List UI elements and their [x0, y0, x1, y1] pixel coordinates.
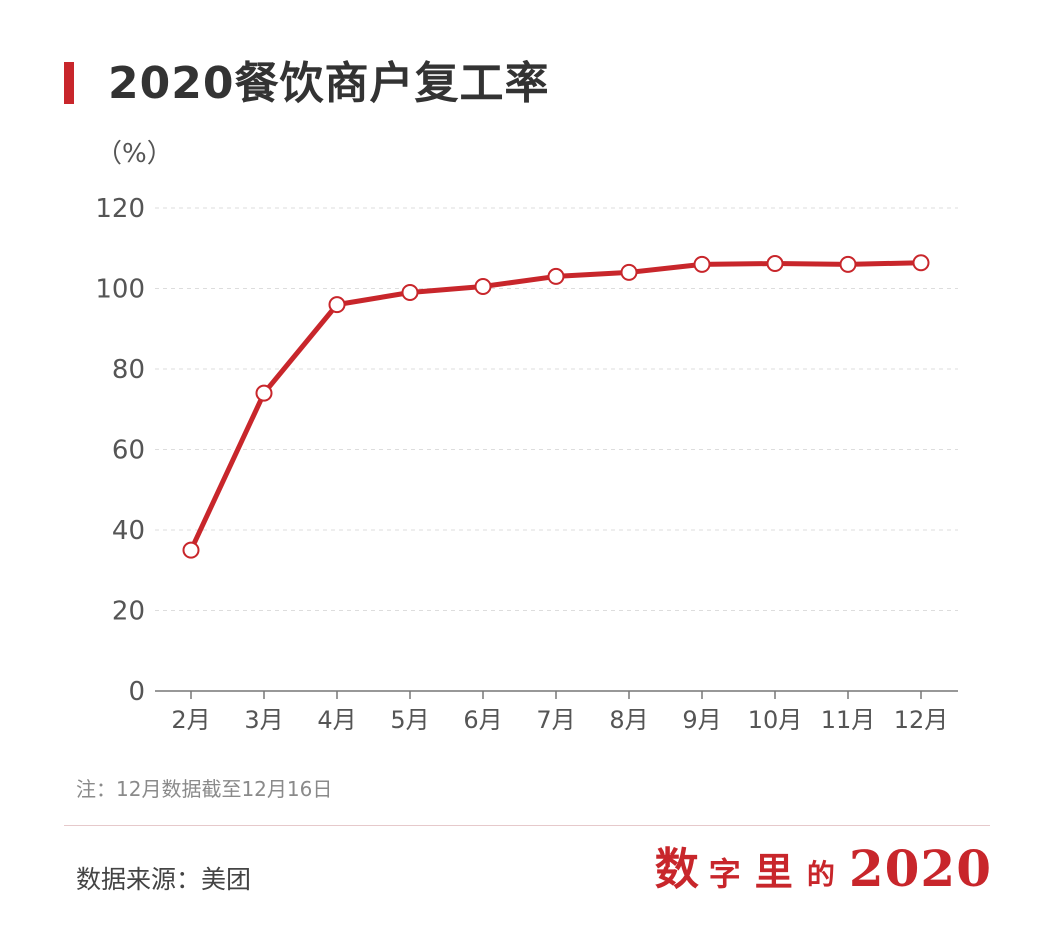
data-point — [328, 296, 346, 314]
page-title: 2020餐饮商户复工率 — [108, 58, 550, 109]
x-tick-label: 11月 — [821, 706, 876, 734]
x-tick-labels: 2月 3月 4月 5月 6月 7月 8月 9月 10月 11月 12月 — [171, 706, 948, 734]
y-tick-label: 0 — [128, 677, 145, 707]
x-tick-label: 8月 — [609, 706, 648, 734]
y-tick-label: 20 — [112, 597, 145, 627]
data-point — [912, 254, 930, 272]
x-tick-label: 9月 — [682, 706, 721, 734]
x-tick-label: 4月 — [317, 706, 356, 734]
y-axis-unit-label: （%） — [96, 139, 173, 169]
line-chart: 0 20 40 60 80 100 120 2月 3月 4月 5月 6月 7月 8月 9月 10月 11月 12… — [95, 194, 958, 734]
y-tick-label: 80 — [112, 355, 145, 385]
brand-logo: 数 字 里 的 2020 — [655, 838, 992, 900]
data-point — [693, 255, 711, 273]
title-accent-bar — [64, 62, 74, 104]
brand-char-3: 里 — [754, 849, 793, 894]
data-point — [547, 267, 565, 285]
data-point — [766, 255, 784, 273]
data-points — [182, 254, 930, 559]
brand-char-4: 的 — [806, 858, 835, 891]
grid-lines — [155, 207, 958, 611]
data-point — [401, 284, 419, 302]
footnote: 注：12月数据截至12月16日 — [76, 777, 333, 801]
data-point — [839, 255, 857, 273]
x-tick-label: 10月 — [748, 706, 803, 734]
x-tick-label: 6月 — [463, 706, 502, 734]
brand-year: 2020 — [848, 839, 992, 898]
x-tick-label: 3月 — [244, 706, 283, 734]
brand-char-2: 字 — [708, 855, 741, 893]
x-tick-label: 7月 — [536, 706, 575, 734]
x-axis — [155, 690, 958, 699]
x-tick-label: 12月 — [894, 706, 949, 734]
y-tick-labels: 0 20 40 60 80 100 120 — [95, 194, 145, 707]
y-tick-label: 40 — [112, 516, 145, 546]
y-tick-label: 100 — [95, 275, 145, 305]
series-polyline — [188, 260, 924, 553]
brand-char-1: 数 — [654, 844, 699, 895]
x-tick-label: 5月 — [390, 706, 429, 734]
x-tick-label: 2月 — [171, 706, 210, 734]
y-tick-label: 120 — [95, 194, 145, 224]
y-tick-label: 60 — [112, 436, 145, 466]
data-point — [474, 277, 492, 295]
data-point — [182, 541, 200, 559]
data-point — [620, 263, 638, 281]
series-line — [188, 260, 924, 553]
data-point — [255, 384, 273, 402]
footer-divider — [64, 825, 990, 826]
data-source: 数据来源：美团 — [76, 865, 252, 894]
